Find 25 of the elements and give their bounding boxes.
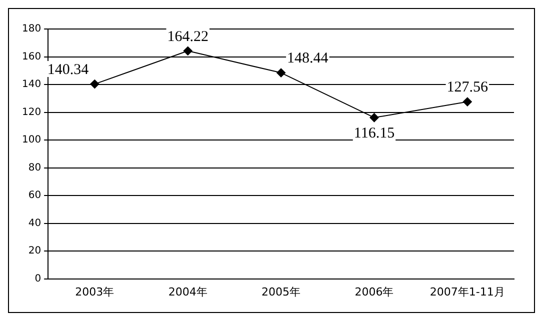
y-tick-label: 80 xyxy=(28,162,42,174)
y-tick-label: 20 xyxy=(28,246,42,257)
y-tick-label: 60 xyxy=(28,190,42,202)
point xyxy=(90,80,100,89)
point xyxy=(183,46,192,56)
x-tick-label: 2005年 xyxy=(262,285,301,298)
x-tick-label: 2006年 xyxy=(354,285,394,298)
point xyxy=(462,97,472,106)
y-tick-label: 120 xyxy=(22,106,42,118)
x-tick-label: 2004年 xyxy=(168,285,208,298)
data-label: 148.44 xyxy=(287,50,329,67)
y-tick-label: 140 xyxy=(22,79,42,90)
data-label: 140.34 xyxy=(47,62,90,78)
data-label: 116.15 xyxy=(354,126,395,142)
y-tick-label: 180 xyxy=(22,24,42,35)
y-tick-label: 40 xyxy=(28,218,42,229)
data-label: 127.56 xyxy=(446,80,489,96)
y-tick-label: 160 xyxy=(22,51,42,62)
x-tick-label: 2007年1-11月 xyxy=(430,285,505,298)
y-tick-label: 100 xyxy=(22,134,42,146)
data-label: 164.22 xyxy=(167,28,208,45)
x-tick-label: 2003年 xyxy=(75,285,114,298)
y-tick-label: 0 xyxy=(34,273,42,284)
point xyxy=(276,68,286,78)
point xyxy=(370,113,379,122)
